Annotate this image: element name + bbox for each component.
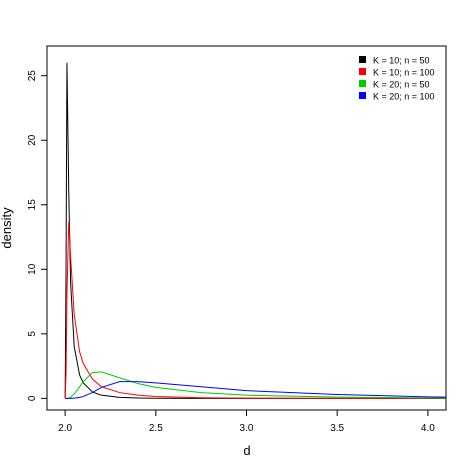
x-tick-label: 2.5 bbox=[149, 423, 163, 434]
legend-swatch bbox=[359, 80, 366, 87]
x-axis-label: d bbox=[243, 443, 250, 458]
series-line bbox=[65, 381, 447, 399]
y-axis-label: density bbox=[0, 207, 14, 249]
y-tick-label: 5 bbox=[27, 331, 38, 337]
y-tick-label: 25 bbox=[27, 70, 38, 82]
series-line bbox=[65, 371, 447, 399]
x-tick-label: 2.0 bbox=[58, 423, 72, 434]
series-line bbox=[64, 221, 446, 399]
legend-label: K = 10; n = 50 bbox=[373, 56, 430, 66]
y-tick-label: 10 bbox=[27, 263, 38, 275]
series-line bbox=[64, 62, 446, 399]
x-tick-label: 4.0 bbox=[421, 423, 435, 434]
legend-swatch bbox=[359, 92, 366, 99]
y-tick-label: 0 bbox=[27, 395, 38, 401]
legend-label: K = 10; n = 100 bbox=[373, 68, 435, 78]
legend-label: K = 20; n = 100 bbox=[373, 92, 435, 102]
legend-swatch bbox=[359, 68, 366, 75]
x-tick-label: 3.5 bbox=[330, 423, 344, 434]
legend-label: K = 20; n = 50 bbox=[373, 80, 430, 90]
y-tick-label: 15 bbox=[27, 199, 38, 211]
y-tick-label: 20 bbox=[27, 134, 38, 146]
x-tick-label: 3.0 bbox=[240, 423, 254, 434]
legend-swatch bbox=[359, 56, 366, 63]
